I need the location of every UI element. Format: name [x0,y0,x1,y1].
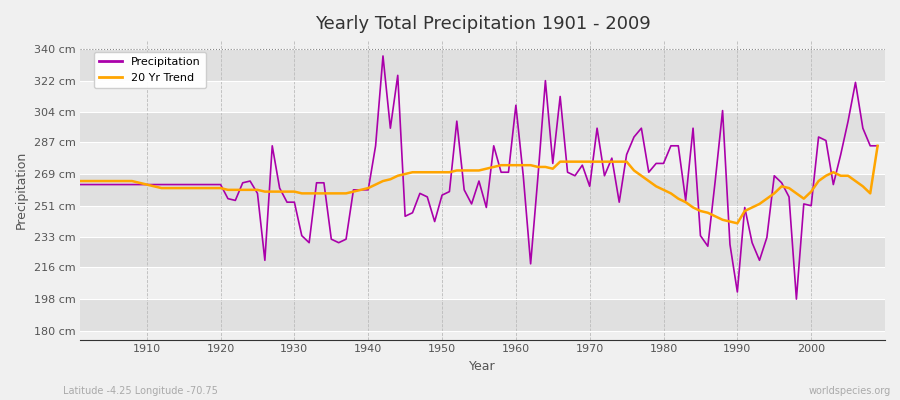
Bar [80,81,885,112]
Bar [80,112,885,142]
Bar [80,174,885,206]
Bar [80,49,885,81]
Text: worldspecies.org: worldspecies.org [809,386,891,396]
Y-axis label: Precipitation: Precipitation [15,151,28,229]
Bar [80,206,885,238]
Title: Yearly Total Precipitation 1901 - 2009: Yearly Total Precipitation 1901 - 2009 [315,15,651,33]
X-axis label: Year: Year [469,360,496,373]
Text: Latitude -4.25 Longitude -70.75: Latitude -4.25 Longitude -70.75 [63,386,218,396]
Bar [80,142,885,174]
Legend: Precipitation, 20 Yr Trend: Precipitation, 20 Yr Trend [94,52,206,88]
Bar [80,238,885,267]
Bar [80,299,885,331]
Bar [80,267,885,299]
